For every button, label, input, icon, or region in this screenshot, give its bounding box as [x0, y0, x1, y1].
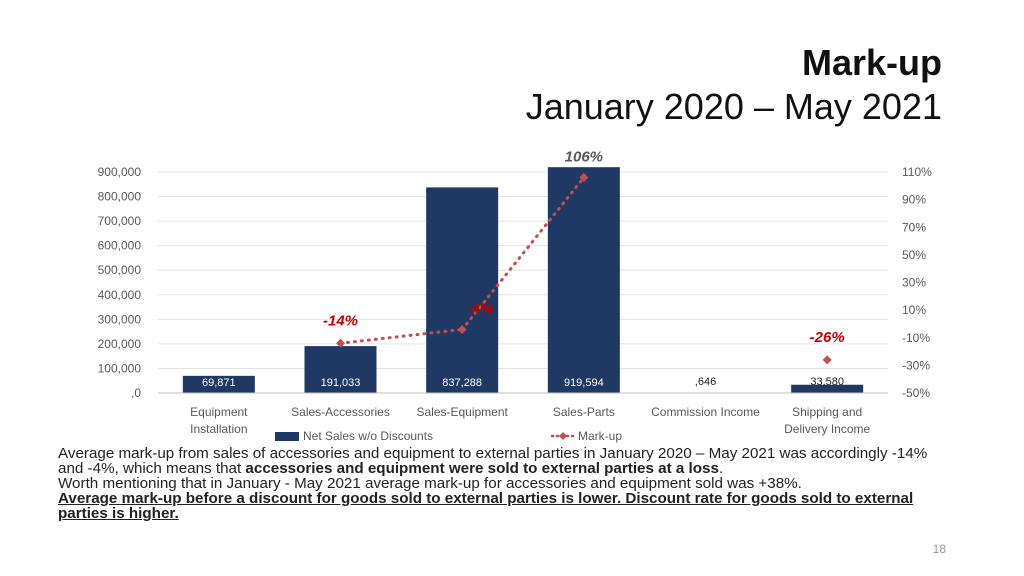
- bar: [791, 384, 864, 393]
- bar-value-label: ,646: [695, 376, 716, 388]
- legend-label-bar: Net Sales w/o Discounts: [303, 429, 433, 443]
- y-left-tick-label: 200,000: [98, 337, 142, 351]
- legend-label-line: Mark-up: [578, 429, 622, 443]
- note-p1-bold: accessories and equipment were sold to e…: [245, 460, 719, 477]
- y-right-tick-label: -30%: [902, 358, 930, 372]
- combo-chart: ,0 100,000 200,000 300,000 400,000 500,000 600…: [98, 149, 933, 443]
- note-p3: Average mark-up before a discount for go…: [58, 490, 914, 522]
- y-left-tick-label: ,0: [131, 386, 141, 400]
- markup-line-segment: [339, 327, 464, 345]
- markup-value-label: -4%: [467, 300, 494, 317]
- y-right-tick-label: 50%: [902, 248, 926, 262]
- bar-value-label: 191,033: [321, 377, 361, 389]
- bar: [547, 167, 620, 393]
- y-right-tick-label: 110%: [902, 165, 932, 179]
- x-category-label: Shipping and: [792, 405, 862, 419]
- markup-value-label: 106%: [565, 149, 603, 166]
- y-left-tick-label: 800,000: [98, 190, 142, 204]
- y-left-tick-label: 600,000: [98, 239, 142, 253]
- x-category-label: Commission Income: [651, 405, 760, 419]
- markup-point: [457, 324, 467, 334]
- x-category-label: Installation: [190, 422, 247, 436]
- bar-value-label: 919,594: [564, 377, 604, 389]
- markup-line-segment: [460, 176, 586, 331]
- bar-value-label: 33,580: [810, 376, 844, 388]
- y-right-tick-label: 70%: [902, 220, 926, 234]
- y-left-tick-label: 300,000: [98, 312, 142, 326]
- y-left-tick-label: 500,000: [98, 263, 142, 277]
- y-left-tick-label: 900,000: [98, 165, 142, 179]
- x-category-label: Delivery Income: [784, 422, 870, 436]
- x-category-label: Sales-Accessories: [291, 405, 390, 419]
- y-left-tick-label: 400,000: [98, 288, 142, 302]
- y-left-tick-label: 700,000: [98, 214, 142, 228]
- markup-point: [579, 173, 589, 183]
- y-right-tick-label: 10%: [902, 303, 926, 317]
- markup-value-label: -26%: [810, 329, 845, 346]
- bar: [182, 375, 255, 393]
- y-right-tick-label: -50%: [902, 386, 930, 400]
- legend-swatch-marker: [559, 432, 567, 440]
- x-category-label: Sales-Parts: [553, 405, 615, 419]
- slide-title: Mark-up: [801, 42, 942, 83]
- legend-swatch-bar: [275, 432, 299, 441]
- y-right-tick-label: 90%: [902, 193, 926, 207]
- markup-point: [822, 355, 832, 365]
- y-left-tick-label: 100,000: [98, 361, 142, 375]
- analysis-note: Average mark-up from sales of accessorie…: [58, 446, 948, 521]
- bar: [304, 346, 377, 393]
- bar-value-label: 837,288: [442, 377, 482, 389]
- bar-value-label: 69,871: [202, 377, 236, 389]
- x-category-label: Sales-Equipment: [416, 405, 508, 419]
- y-right-tick-label: 30%: [902, 276, 926, 290]
- note-p1-text: Average mark-up from sales of accessorie…: [58, 445, 928, 477]
- markup-value-label: -14%: [323, 312, 358, 329]
- bar: [426, 187, 499, 393]
- y-right-tick-label: -10%: [902, 331, 930, 345]
- x-category-label: Equipment: [190, 405, 248, 419]
- note-p2: Worth mentioning that in January - May 2…: [58, 475, 802, 492]
- page-number: 18: [932, 542, 946, 556]
- note-p1-end: .: [718, 460, 724, 477]
- slide-subtitle: January 2020 – May 2021: [525, 86, 942, 127]
- markup-point: [336, 338, 345, 348]
